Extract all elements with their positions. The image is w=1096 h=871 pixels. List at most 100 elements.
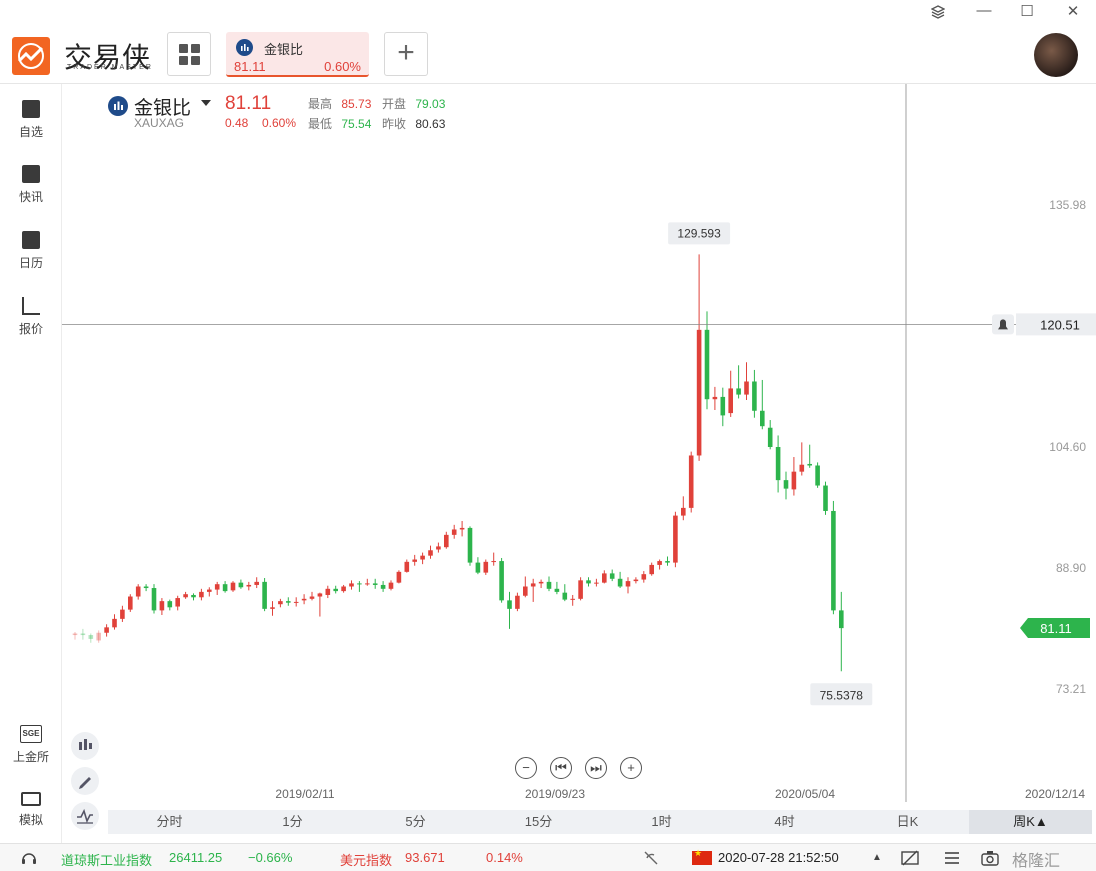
candle-body xyxy=(704,329,710,400)
period-tab[interactable]: 4时 xyxy=(774,814,795,829)
last-price: 81.11 xyxy=(225,93,272,114)
period-tab[interactable]: 1分 xyxy=(282,814,303,829)
add-tab-button[interactable]: + xyxy=(384,32,428,76)
candle-body xyxy=(688,455,694,508)
candle-body xyxy=(167,601,173,608)
candle-body xyxy=(104,627,109,633)
tab-gold-silver-ratio[interactable]: 金银比 81.11 0.60% xyxy=(226,32,369,77)
caret-up-icon[interactable]: ▲ xyxy=(872,852,882,863)
draw-pen-icon xyxy=(79,777,91,789)
tab-change-pct: 0.60% xyxy=(324,59,361,74)
skip-end-icon[interactable]: ⏭ xyxy=(585,757,607,779)
candle-body xyxy=(222,584,228,592)
candle-body xyxy=(365,583,370,585)
index1-name[interactable]: 道琼斯工业指数 xyxy=(61,853,153,868)
candle-body xyxy=(673,515,678,563)
candle-body xyxy=(301,598,307,601)
prev-close-label: 昨收 xyxy=(382,117,407,131)
grid-icon xyxy=(179,44,188,53)
candle-body xyxy=(736,388,741,395)
candle-body xyxy=(183,594,188,598)
candle-body xyxy=(515,595,520,609)
candle-body xyxy=(128,596,133,610)
candle-body xyxy=(767,427,773,447)
candle-body xyxy=(728,388,733,414)
max-price-box xyxy=(668,222,731,245)
symbol-name[interactable]: 金银比 xyxy=(134,98,192,119)
candle-body xyxy=(151,588,157,611)
candlestick-chart[interactable]: 135.98 104.60 88.90 73.21 2019/02/11 2019/09/… xyxy=(62,84,1096,810)
sidebar-item-simulation[interactable]: 模拟 xyxy=(0,792,62,828)
y-tick-label: 73.21 xyxy=(1056,682,1086,696)
period-tab[interactable]: 5分 xyxy=(405,814,426,829)
candle-body xyxy=(530,583,536,587)
chevron-down-icon[interactable] xyxy=(201,100,211,106)
candle-body xyxy=(570,598,575,600)
low-value: 75.54 xyxy=(341,117,372,131)
open-label: 开盘 xyxy=(382,97,407,111)
maximize-icon[interactable]: ☐ xyxy=(1020,3,1034,20)
close-icon[interactable]: ✕ xyxy=(1066,3,1080,20)
connection-icon[interactable] xyxy=(642,849,660,870)
candle-body xyxy=(88,635,94,639)
sidebar-item-calendar[interactable]: 日历 xyxy=(0,231,62,271)
app-logo-icon xyxy=(12,37,50,75)
candle-body xyxy=(752,381,757,411)
candle-body xyxy=(791,471,797,490)
period-tab[interactable]: 15分 xyxy=(524,814,553,829)
index2-change: 0.14% xyxy=(486,850,523,865)
candle-type-button[interactable] xyxy=(71,732,99,760)
china-flag-icon xyxy=(692,848,712,865)
zoom-out-icon[interactable]: − xyxy=(515,757,537,779)
candle-body xyxy=(760,410,765,427)
sidebar-item-quotes[interactable]: 报价 xyxy=(0,297,62,337)
period-tab[interactable]: 分时 xyxy=(156,814,183,829)
low-stat: 最低 75.54 xyxy=(308,115,371,132)
candle-body xyxy=(712,396,718,400)
zoom-in-icon[interactable]: + xyxy=(620,757,642,779)
candle-body xyxy=(681,507,686,516)
indicator-button[interactable] xyxy=(71,802,99,830)
chart-area[interactable]: 135.98 104.60 88.90 73.21 2019/02/11 2019/09/… xyxy=(62,84,1096,830)
skip-start-icon[interactable]: ⏮ xyxy=(550,757,572,779)
sidebar-item-label: 快讯 xyxy=(18,190,43,204)
sidebar-item-sge[interactable]: SGE 上金所 xyxy=(0,725,62,765)
user-avatar[interactable] xyxy=(1034,33,1078,77)
layers-icon[interactable] xyxy=(924,2,952,23)
candle-body xyxy=(309,596,315,599)
min-price-box xyxy=(810,683,873,706)
sidebar-item-watchlist[interactable]: 自选 xyxy=(0,100,62,140)
candle-body xyxy=(609,573,615,579)
period-tab[interactable]: 日K xyxy=(896,814,919,829)
headset-icon[interactable] xyxy=(20,849,38,870)
candle-body xyxy=(80,633,86,636)
candle-body xyxy=(341,586,346,592)
sidebar-item-news[interactable]: 快讯 xyxy=(0,165,62,205)
layout-grid-button[interactable] xyxy=(167,32,211,76)
x-tick-label: 2019/02/11 xyxy=(275,787,334,801)
index2-name[interactable]: 美元指数 xyxy=(340,853,393,868)
grid-icon xyxy=(191,56,200,65)
camera-icon[interactable] xyxy=(980,849,1000,870)
period-tab[interactable]: 1时 xyxy=(651,814,672,829)
bell-shape xyxy=(998,319,1008,330)
index2-value: 93.671 xyxy=(405,850,445,865)
candle-body xyxy=(807,463,812,466)
bar-chart-icon xyxy=(108,96,128,116)
high-stat: 最高 85.73 xyxy=(308,95,371,112)
candle-body xyxy=(214,584,220,590)
candle-body xyxy=(641,574,647,580)
draw-tool-button[interactable] xyxy=(71,767,99,795)
minimize-icon[interactable]: — xyxy=(976,2,992,19)
sidebar-item-label: 模拟 xyxy=(18,813,43,827)
candle-body xyxy=(831,510,836,611)
candle-body xyxy=(467,527,473,563)
period-selector: 分时 1分 5分 15分 1时 4时 日K 周K▲ xyxy=(108,810,1092,834)
candle-body xyxy=(815,465,820,486)
no-draw-icon[interactable] xyxy=(900,849,920,870)
menu-list-icon[interactable] xyxy=(943,849,961,870)
candle-body xyxy=(159,601,165,611)
period-tab[interactable]: 周K▲ xyxy=(969,810,1092,834)
candle-body xyxy=(625,581,631,587)
candle-body xyxy=(586,580,591,584)
